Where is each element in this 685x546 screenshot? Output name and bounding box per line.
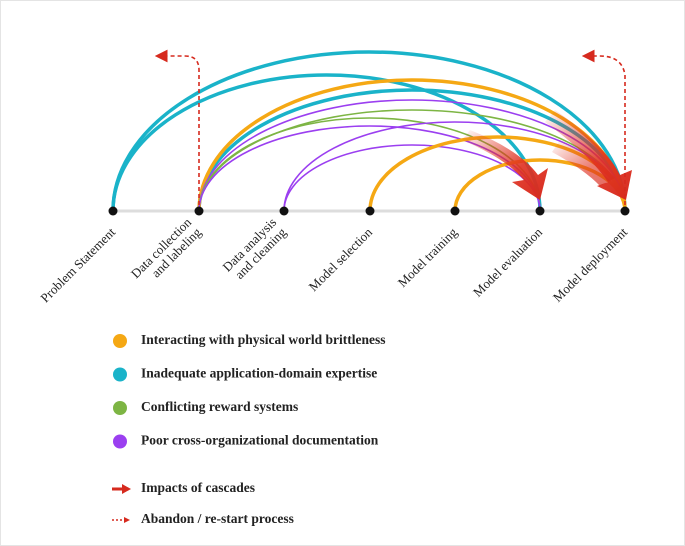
cascade-icon: [122, 484, 131, 494]
legend-label: Interacting with physical world brittlen…: [141, 332, 386, 347]
stage-dot: [194, 206, 204, 216]
arc: [111, 73, 542, 212]
legend-label: Impacts of cascades: [141, 480, 255, 495]
stage-dot: [365, 206, 375, 216]
stage-dot: [279, 206, 289, 216]
legend-dot: [113, 434, 127, 449]
stage-dot: [450, 206, 460, 216]
stage-dot: [108, 206, 118, 216]
arc: [111, 50, 627, 212]
cascade-arrow: [462, 130, 548, 200]
legend-dot: [113, 367, 127, 382]
restart-arrow: [581, 49, 626, 205]
legend-label: Abandon / re-start process: [141, 511, 294, 526]
legend-dot: [113, 334, 127, 348]
legend-label: Inadequate application-domain expertise: [141, 366, 377, 381]
legend-label: Conflicting reward systems: [141, 399, 298, 414]
stage-dot: [535, 206, 545, 216]
stage-dot: [620, 206, 630, 216]
cascade-arrow: [552, 140, 615, 186]
legend-dot: [113, 401, 127, 415]
restart-icon: [124, 517, 130, 523]
restart-arrow: [154, 49, 200, 205]
legend-label: Poor cross-organizational documentation: [141, 433, 379, 448]
